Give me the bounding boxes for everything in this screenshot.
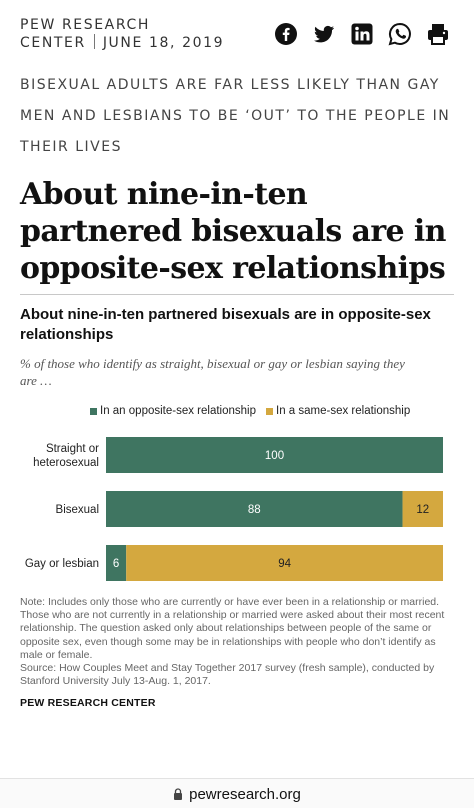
kicker: BISEXUAL ADULTS ARE FAR LESS LIKELY THAN… <box>20 77 451 155</box>
bar-bisexual-same-sex <box>402 491 443 527</box>
facebook-icon[interactable] <box>274 22 298 46</box>
legend-item-same-sex: In a same-sex relationship <box>266 405 410 417</box>
divider <box>20 294 454 295</box>
browser-url-bar[interactable]: pewresearch.org <box>0 778 474 808</box>
twitter-icon[interactable] <box>312 22 336 46</box>
url-text: pewresearch.org <box>189 786 301 803</box>
brand-line-2: CENTER <box>20 35 86 51</box>
legend-item-opposite-sex: In an opposite-sex relationship <box>90 405 256 417</box>
data-label-gay-or-lesbian-same-sex: 94 <box>278 558 291 570</box>
page-headline: About nine-in-ten partnered bisexuals ar… <box>20 177 446 286</box>
linkedin-icon[interactable] <box>350 22 374 46</box>
url-display[interactable]: pewresearch.org <box>0 786 474 803</box>
bar-straight-or-heterosexual-opposite-sex <box>106 437 443 473</box>
publish-date: JUNE 18, 2019 <box>102 35 225 51</box>
print-icon[interactable] <box>426 22 450 46</box>
category-label-gay-or-lesbian: Gay or lesbian <box>25 558 99 570</box>
chart-note: Note: Includes only those who are curren… <box>20 596 445 661</box>
legend-swatch-same-sex <box>266 407 273 415</box>
data-label-bisexual-same-sex: 12 <box>416 504 429 516</box>
data-label-straight-or-heterosexual-opposite-sex: 100 <box>265 450 284 462</box>
legend-label-same-sex: In a same-sex relationship <box>276 405 411 417</box>
stacked-bar-chart: Straight or heterosexual 100 Bisexual 88 12 Ga… <box>25 437 443 581</box>
data-label-bisexual-opposite-sex: 88 <box>248 504 261 516</box>
bar-gay-or-lesbian-same-sex <box>126 545 443 581</box>
legend-label-opposite-sex: In an opposite-sex relationship <box>100 405 256 417</box>
brand-dateline: PEW RESEARCH CENTER JUNE 18, 2019 <box>20 16 224 52</box>
chart-subtitle: % of those who identify as straight, bis… <box>20 356 405 388</box>
org-credit: PEW RESEARCH CENTER <box>20 697 156 709</box>
brand-separator <box>93 34 95 49</box>
legend-swatch-opposite-sex <box>90 407 97 415</box>
category-label-bisexual: Bisexual <box>56 504 99 516</box>
share-icons <box>274 22 450 46</box>
lock-icon <box>174 788 183 800</box>
chart-title: About nine-in-ten partnered bisexuals ar… <box>20 306 431 343</box>
whatsapp-icon[interactable] <box>388 22 412 46</box>
chart-source: Source: How Couples Meet and Stay Togeth… <box>20 662 435 688</box>
chart-legend: In an opposite-sex relationship In a sam… <box>90 405 410 417</box>
bar-bisexual-opposite-sex <box>106 491 403 527</box>
top-bar: PEW RESEARCH CENTER JUNE 18, 2019 <box>20 16 454 56</box>
category-label-straight-or-heterosexual: Straight or heterosexual <box>33 443 99 469</box>
bar-gay-or-lesbian-opposite-sex <box>106 545 127 581</box>
brand-line-1: PEW RESEARCH <box>20 17 150 33</box>
data-label-gay-or-lesbian-opposite-sex: 6 <box>113 558 119 570</box>
